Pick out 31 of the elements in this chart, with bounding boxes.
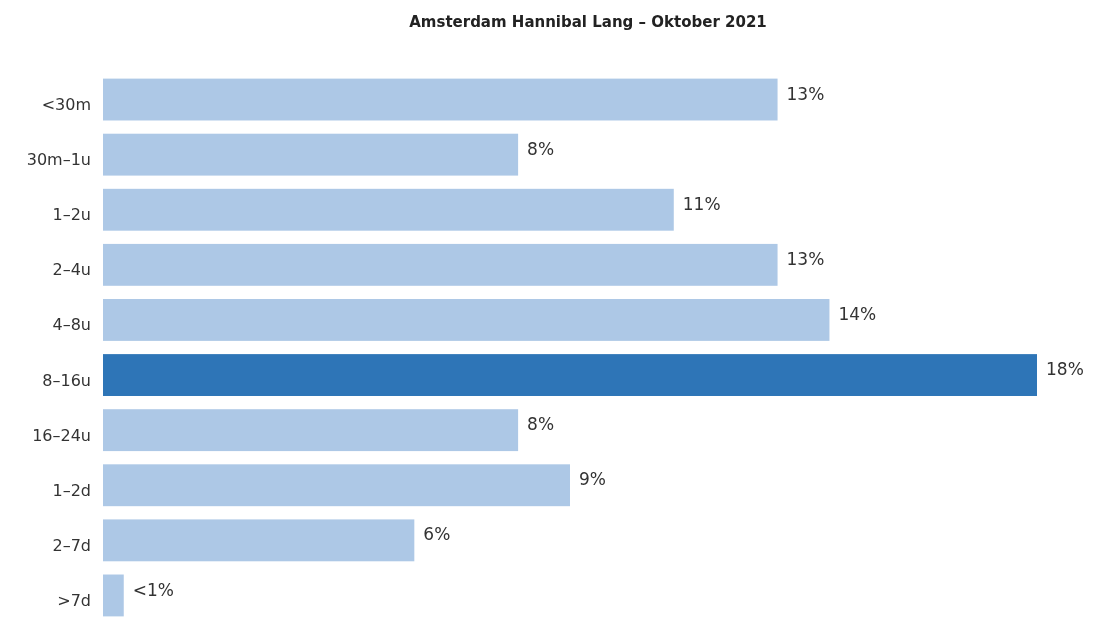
data-label: 8% <box>527 414 555 435</box>
y-tick-label: 2–7d <box>52 535 91 555</box>
bar <box>103 243 778 286</box>
bar <box>103 519 415 562</box>
data-label: 18% <box>1046 359 1084 380</box>
data-label: 14% <box>838 304 877 325</box>
bar <box>103 409 519 452</box>
data-label: 8% <box>527 138 555 159</box>
data-label: 11% <box>682 193 721 214</box>
data-label: 9% <box>579 469 606 490</box>
y-tick-label: 8–16u <box>42 370 91 390</box>
y-tick-label: 16–24u <box>32 425 91 445</box>
y-tick-label: >7d <box>57 590 91 610</box>
y-tick-label: 1–2d <box>52 480 91 500</box>
data-label: 6% <box>423 524 451 545</box>
bar <box>103 574 124 617</box>
chart-title: Amsterdam Hannibal Lang – Oktober 2021 <box>409 13 767 31</box>
bar <box>103 464 570 507</box>
y-tick-label: 30m–1u <box>26 150 91 170</box>
y-tick-label: 4–8u <box>52 315 91 335</box>
data-label: 13% <box>786 83 825 104</box>
y-tick-label: 1–2u <box>52 205 91 225</box>
bar <box>103 188 674 231</box>
bar <box>103 354 1037 396</box>
bar <box>103 133 519 176</box>
bar <box>103 299 830 341</box>
data-label: 13% <box>786 248 825 269</box>
y-tick-label: <30m <box>41 95 91 115</box>
bar <box>103 78 778 121</box>
data-label: <1% <box>132 579 174 600</box>
y-tick-label: 2–4u <box>52 260 91 280</box>
